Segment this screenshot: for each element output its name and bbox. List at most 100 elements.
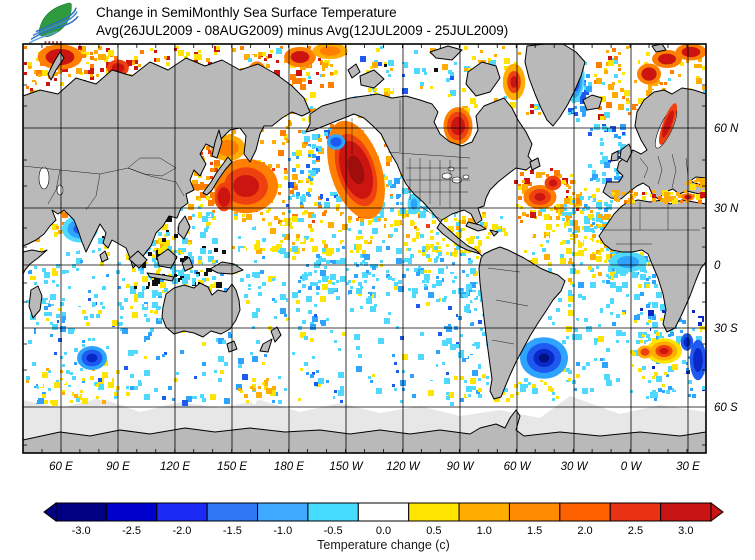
axis-labels: 60 N 30 N 0 30 S 60 S 60 E 90 E 120 E 150 E 180 E… (49, 123, 739, 473)
land-australia (161, 282, 241, 338)
speckle-region-southern-ocean-mid (428, 376, 559, 406)
colorbar-segment-1.0 (458, 502, 510, 522)
colorbar-tick-label: -3.0 (72, 525, 91, 537)
map-frame (22, 43, 707, 454)
lon-label-150W: 150 W (329, 461, 363, 473)
colorbar-tick-label: -2.5 (122, 525, 141, 537)
land-banks-island (347, 63, 361, 79)
lon-label-180E: 180 E (274, 461, 304, 473)
land-novaya-zemlya (47, 51, 65, 81)
title-line-1: Change in SemiMonthly Sea Surface Temper… (96, 5, 397, 20)
lat-label-30N: 30 N (714, 203, 739, 215)
lat-label-0: 0 (714, 260, 721, 272)
colorbar-tick-label: 1.0 (477, 525, 492, 537)
lon-label-30W: 30 W (561, 461, 589, 473)
land-madagascar (28, 285, 43, 319)
land-sulawesi (181, 256, 194, 272)
speckle-region-eq-cpac-yellow (418, 236, 484, 264)
colorbar-segment-1.5 (508, 502, 561, 522)
lon-label-30E: 30 E (676, 461, 700, 473)
colorbar-tick-label: -1.5 (223, 525, 242, 537)
lon-label-120E: 120 E (160, 461, 190, 473)
land-java (146, 272, 175, 282)
anomaly-blob-baffin-orange (502, 63, 526, 101)
lon-label-90E: 90 E (106, 461, 130, 473)
colorbar-segment--3.0 (55, 502, 107, 522)
colorbar-left-arrow (43, 502, 57, 522)
land-antarctica (22, 409, 707, 454)
land-borneo (156, 248, 178, 269)
anomaly-blob-gulfstream-red (523, 185, 557, 209)
lon-label-60W: 60 W (504, 461, 532, 473)
colorbar-segment--1.5 (206, 502, 259, 522)
anomaly-blob-norway-red-1 (637, 63, 661, 85)
logo-waves (28, 7, 79, 44)
anomaly-blob-hudson-red (443, 107, 473, 145)
anomaly-blob-gulfstream-red2 (544, 175, 562, 191)
land-hispaniola (489, 229, 499, 237)
title-line-2: Avg(26JUL2009 - 08AUG2009) minus Avg(12J… (96, 23, 509, 38)
speckle-region-spac-yellow-sw (26, 368, 120, 406)
colorbar-segment-2.5 (609, 502, 662, 522)
anomaly-blob-sindian-blue (77, 346, 107, 370)
colorbar-segment-0.0 (357, 502, 410, 522)
anomaly-blob-bering-red (284, 46, 316, 68)
land-sri-lanka (99, 250, 109, 263)
land-japan (202, 156, 233, 196)
lon-label-120W: 120 W (386, 461, 420, 473)
land-newfoundland (529, 157, 541, 171)
anomaly-blob-eqatl-cold (609, 251, 647, 273)
land-ellesmere (429, 45, 463, 61)
anomaly-blob-agulhas-warm (646, 338, 682, 364)
lon-label-150E: 150 E (217, 461, 247, 473)
anomaly-blob-argentine-blue (520, 337, 568, 379)
colorbar: -3.0 -2.5 -2.0 -1.5 -1.0 -0.5 0.0 0.5 1.0 1.5 2.0 2… (43, 502, 724, 552)
colorbar-segment--1.0 (257, 502, 309, 522)
colorbar-tick-label: 3.0 (678, 525, 693, 537)
land-cuba (465, 221, 487, 232)
lat-label-60N: 60 N (714, 123, 739, 135)
colorbar-right-arrow (710, 502, 724, 522)
colorbar-tick-label: 0.0 (376, 525, 391, 537)
anomaly-blob-kuroshio-red (214, 182, 234, 212)
speckle-region-npac-subtrop-band (232, 208, 438, 256)
land-nz-south (259, 338, 273, 353)
anomaly-blob-agulhas-warm2 (637, 345, 653, 359)
land-eurasia (22, 57, 311, 269)
anomaly-blob-chukchi-orange (312, 42, 348, 60)
colorbar-tick-label: -0.5 (324, 525, 343, 537)
colorbar-tick-label: 2.5 (628, 525, 643, 537)
colorbar-tick-label: -1.0 (273, 525, 292, 537)
title-block: Change in SemiMonthly Sea Surface Temper… (96, 4, 508, 40)
lat-label-60S: 60 S (714, 402, 738, 414)
country-borders (22, 100, 700, 345)
anomaly-blob-npac-blue-spot (326, 134, 346, 150)
graticule (23, 44, 706, 453)
lat-label-30S: 30 S (714, 323, 738, 335)
colorbar-tick-label: -2.0 (172, 525, 191, 537)
header: Change in SemiMonthly Sea Surface Temper… (0, 0, 755, 47)
anomaly-blob-baja-cold (407, 193, 421, 215)
land-philippines (177, 215, 191, 240)
colorbar-segment--2.0 (156, 502, 208, 522)
colorbar-segment--2.5 (105, 502, 158, 522)
land-sakhalin (211, 129, 223, 159)
land-ireland (610, 150, 619, 162)
colorbar-title: Temperature change (c) (317, 538, 450, 552)
land-greenland (524, 43, 586, 127)
colorbar-segment-2.0 (559, 502, 611, 522)
land-africa (598, 199, 707, 333)
speckle-region-tiw-arcs (300, 254, 474, 294)
anomaly-blob-norway-red-2 (652, 50, 682, 68)
land-victoria-island (359, 69, 385, 89)
anomaly-blob-baltic-streak (658, 103, 678, 145)
colorbar-tick-label: 0.5 (426, 525, 441, 537)
colorbar-tick-label: 1.5 (527, 525, 542, 537)
speckle-region-nz-south-warm (238, 378, 276, 398)
lon-label-0W: 0 W (621, 461, 643, 473)
land-baffin-island (465, 61, 501, 97)
land-iceland (582, 94, 603, 111)
colorbar-tick-label: 2.0 (577, 525, 592, 537)
